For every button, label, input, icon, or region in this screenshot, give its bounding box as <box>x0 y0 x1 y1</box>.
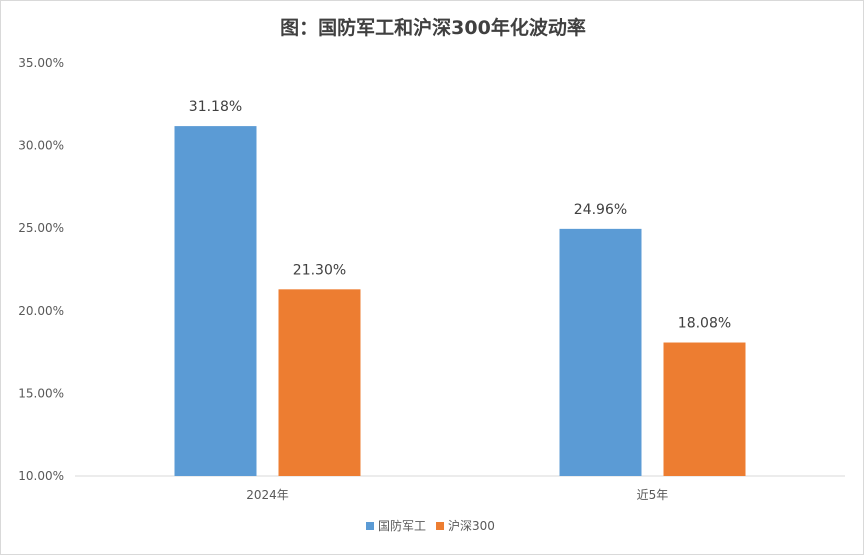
bar-defense-1 <box>559 228 642 476</box>
bar-csi300-1 <box>663 342 746 476</box>
y-tick-label: 30.00% <box>18 139 64 153</box>
bar-csi300-0 <box>278 289 361 476</box>
data-label: 24.96% <box>574 202 627 218</box>
y-tick-label: 25.00% <box>18 221 64 235</box>
chart-title: 图：国防军工和沪深300年化波动率 <box>280 17 586 39</box>
legend-label: 国防军工 <box>378 518 426 533</box>
y-tick-label: 10.00% <box>18 469 64 483</box>
legend-swatch <box>366 522 374 530</box>
y-tick-label: 20.00% <box>18 304 64 318</box>
data-label: 31.18% <box>189 99 242 115</box>
data-label: 18.08% <box>678 316 731 332</box>
x-category-label: 近5年 <box>637 488 669 502</box>
y-tick-label: 35.00% <box>18 56 64 70</box>
data-label: 21.30% <box>293 262 346 278</box>
y-tick-label: 15.00% <box>18 386 64 400</box>
legend-label: 沪深300 <box>448 519 495 533</box>
bar-defense-0 <box>174 126 257 477</box>
x-category-label: 2024年 <box>246 488 289 502</box>
legend-swatch <box>436 522 445 530</box>
